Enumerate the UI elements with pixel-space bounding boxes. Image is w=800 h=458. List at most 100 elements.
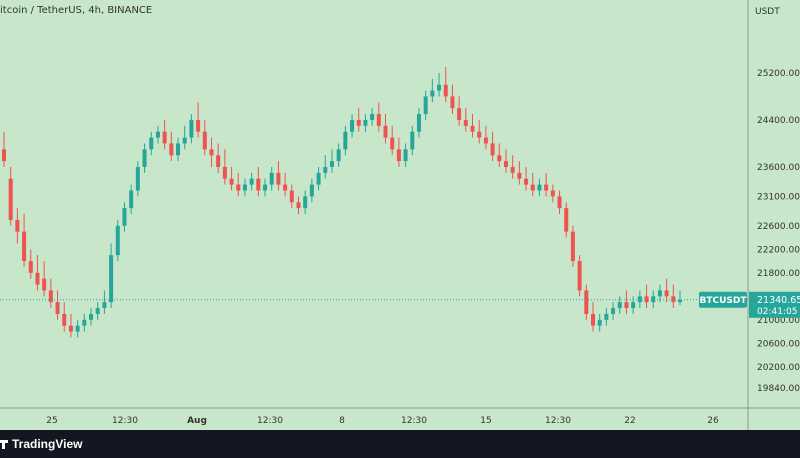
candle-body	[62, 313, 67, 326]
symbol-tag: BTCUSDT	[699, 296, 747, 306]
y-tick-label: 20200.00	[757, 363, 800, 373]
y-axis-unit: USDT	[755, 7, 780, 17]
candle-body	[48, 290, 53, 303]
candle-body	[416, 114, 421, 132]
y-tick-label: 24400.00	[757, 116, 800, 126]
candle-body	[410, 131, 415, 150]
candle-body	[336, 149, 341, 162]
candlestick-chart[interactable]: USDT 25200.00 24400.00 23600.00 23100.00 2260…	[0, 0, 800, 430]
candle-body	[155, 131, 160, 138]
price-tag-bg	[749, 291, 800, 318]
candle-body	[109, 255, 114, 303]
current-price-label: 21340.65	[757, 295, 800, 306]
candle-body	[437, 84, 442, 91]
y-tick-label: 23100.00	[757, 192, 800, 202]
x-tick-label: 12:30	[112, 416, 138, 426]
candle-body	[483, 137, 488, 144]
candle-body	[470, 125, 475, 132]
candle-body	[309, 184, 314, 197]
tradingview-logo-icon	[0, 440, 8, 449]
candle-body	[82, 319, 87, 326]
candle-body	[276, 172, 281, 185]
y-tick-label: 19840.00	[757, 384, 800, 394]
candle-body	[15, 219, 20, 232]
candle-body	[122, 208, 127, 226]
candle-body	[169, 143, 174, 156]
candle-body	[403, 149, 408, 162]
candle-body	[503, 161, 508, 167]
candle-body	[142, 149, 147, 167]
candle-body	[624, 302, 629, 309]
candle-body	[35, 272, 40, 285]
y-tick-label: 22200.00	[757, 245, 800, 255]
countdown-label: 02:41:05	[757, 307, 797, 317]
candle-body	[463, 119, 468, 126]
candle-body	[316, 172, 321, 185]
candle-body	[75, 325, 80, 332]
candle-body	[671, 296, 676, 303]
candle-body	[350, 119, 355, 132]
y-tick-label: 25200.00	[757, 69, 800, 79]
candle-body	[584, 290, 589, 314]
candle-body	[430, 90, 435, 97]
candle-body	[370, 114, 375, 120]
candle-body	[256, 178, 261, 191]
candle-body	[544, 184, 549, 191]
candle-body	[497, 155, 502, 162]
candle-body	[557, 196, 562, 209]
candle-body	[604, 313, 609, 320]
candle-body	[590, 313, 595, 326]
y-tick-label: 22600.00	[757, 222, 800, 232]
x-tick-label: 26	[707, 416, 719, 426]
y-tick-label: 21000.00	[757, 316, 800, 326]
candle-body	[189, 119, 194, 138]
candle-body	[390, 137, 395, 150]
candle-body	[564, 208, 569, 232]
candle-body	[363, 119, 368, 126]
candle-body	[510, 166, 515, 173]
candle-body	[443, 84, 448, 97]
candle-body	[42, 278, 47, 291]
candle-body	[570, 231, 575, 262]
candle-body	[269, 172, 274, 185]
x-tick-label: 12:30	[257, 416, 283, 426]
candle-body	[657, 290, 662, 297]
candle-body	[55, 302, 60, 314]
candle-body	[236, 184, 241, 191]
candle-body	[597, 319, 602, 326]
x-tick-label: Aug	[187, 416, 207, 426]
candle-body	[644, 296, 649, 303]
candle-body	[28, 261, 33, 273]
candle-body	[263, 184, 268, 191]
candle-body	[209, 149, 214, 156]
y-tick-label: 21800.00	[757, 269, 800, 279]
x-tick-label: 15	[480, 416, 491, 426]
candle-body	[8, 178, 13, 220]
candle-body	[129, 190, 134, 209]
footer-bar: TradingView	[0, 430, 800, 458]
x-tick-label: 22	[624, 416, 635, 426]
candle-body	[477, 131, 482, 138]
candle-body	[530, 184, 535, 191]
candle-body	[524, 178, 529, 185]
candle-body	[490, 143, 495, 156]
candle-body	[651, 296, 656, 303]
candle-body	[517, 172, 522, 179]
footer-brand: TradingView	[12, 437, 83, 451]
candle-body	[249, 178, 254, 185]
candle-body	[323, 166, 328, 173]
candle-body	[176, 143, 181, 156]
candle-body	[95, 308, 100, 314]
candle-body	[423, 96, 428, 115]
candle-body	[102, 302, 107, 309]
candle-body	[577, 261, 582, 291]
candle-body	[196, 119, 201, 132]
candle-body	[1, 149, 7, 162]
candle-body	[216, 155, 221, 167]
candle-body	[68, 325, 73, 332]
y-tick-label: 23600.00	[757, 163, 800, 173]
candle-body	[617, 302, 622, 309]
candle-body	[242, 184, 247, 191]
candle-body	[637, 296, 642, 303]
